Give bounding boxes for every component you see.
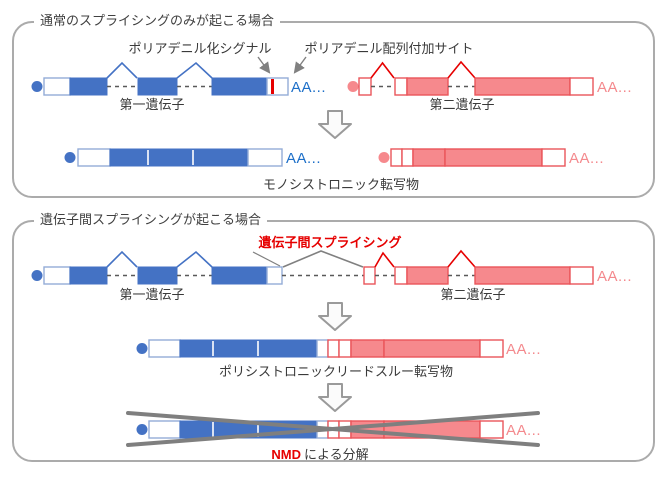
polya-tail-text: AA... <box>506 422 542 439</box>
utr-box <box>394 77 408 96</box>
exon-box <box>383 339 481 358</box>
exon-box <box>474 266 571 285</box>
pointer-arrow-icon <box>293 56 307 74</box>
cap-icon <box>136 343 148 354</box>
utr-box <box>401 148 414 167</box>
utr-box <box>390 148 403 167</box>
nmd-degradation-label: NMD による分解 <box>271 447 368 462</box>
exon-box <box>406 266 449 285</box>
exon-box <box>69 77 108 96</box>
utr-box <box>43 77 71 96</box>
gene2-top-label: 第二遺伝子 <box>429 97 495 112</box>
utr-box <box>569 266 594 285</box>
panel-normal-splicing <box>12 21 655 198</box>
degradation-cross-icon <box>126 411 540 447</box>
polya-tail-text: AA... <box>291 79 327 96</box>
monocistronic-transcript-red <box>378 148 566 167</box>
polya-tail-text: AA... <box>597 79 633 96</box>
splice-arc-icon <box>176 61 213 79</box>
intergenic-splice-arc-icon <box>282 250 364 268</box>
utr-box <box>569 77 594 96</box>
gene1-top-label: 第一遺伝子 <box>119 97 185 112</box>
exon-box <box>211 266 268 285</box>
gene1-top-premrna <box>31 56 307 96</box>
polya-signal-label: ポリアデニル化シグナル <box>128 41 272 56</box>
cap-icon <box>64 152 76 163</box>
exon-box <box>179 339 318 358</box>
utr-box <box>394 266 408 285</box>
utr-box <box>479 420 504 439</box>
splice-arc-icon <box>176 250 213 268</box>
panel2-title: 遺伝子間スプライシングが起こる場合 <box>34 212 268 228</box>
splice-arc-icon <box>374 251 395 268</box>
cap-icon <box>31 81 43 92</box>
utr-box <box>479 339 504 358</box>
utr-box <box>266 77 289 96</box>
exon-box <box>109 148 249 167</box>
exon-box <box>412 148 446 167</box>
monocistronic-label: モノシストロニック転写物 <box>262 177 420 192</box>
gene2-bottom-label: 第二遺伝子 <box>440 287 506 302</box>
pointer-arrow-icon <box>257 56 271 74</box>
down-arrow-icon <box>318 110 352 139</box>
utr-box <box>541 148 566 167</box>
exon-box <box>211 77 268 96</box>
splice-arc-icon <box>370 61 395 79</box>
down-arrow-icon <box>318 302 352 331</box>
polya-tail-text: AA... <box>286 150 322 167</box>
exon-box <box>406 77 449 96</box>
cap-icon <box>136 424 148 435</box>
splice-arc-icon <box>106 61 138 79</box>
splice-arc-icon <box>447 249 476 268</box>
gene2-bottom-premrna <box>363 249 594 285</box>
utr-box <box>148 420 181 439</box>
cap-icon <box>378 152 390 163</box>
gene1-bottom-label: 第一遺伝子 <box>119 287 185 302</box>
splice-arc-icon <box>106 250 138 268</box>
exon-box <box>350 339 385 358</box>
exon-box <box>137 266 178 285</box>
nmd-rest-text: による分解 <box>303 447 369 462</box>
utr-box <box>148 339 181 358</box>
polycistronic-transcript <box>136 339 504 358</box>
utr-box <box>266 266 283 285</box>
gene2-top-premrna <box>347 60 594 96</box>
exon-box <box>137 77 178 96</box>
utr-box <box>338 339 352 358</box>
cap-icon <box>31 270 43 281</box>
intergenic-splicing-label: 遺伝子間スプライシング <box>258 235 402 250</box>
monocistronic-transcript-blue <box>64 148 283 167</box>
polya-tail-text: AA... <box>506 341 542 358</box>
utr-box <box>316 339 329 358</box>
exon-box <box>474 77 571 96</box>
splice-arc-icon <box>447 60 476 79</box>
utr-box <box>358 77 372 96</box>
polya-tail-text: AA... <box>569 150 605 167</box>
label-pointer-line <box>252 251 281 267</box>
intergenic-splice-region <box>252 250 364 277</box>
down-arrow-icon <box>318 383 352 412</box>
utr-box <box>77 148 111 167</box>
exon-box <box>69 266 108 285</box>
cross-line <box>126 411 540 447</box>
utr-box <box>327 339 340 358</box>
exon-box <box>444 148 543 167</box>
polya-tail-text: AA... <box>597 268 633 285</box>
utr-box <box>247 148 283 167</box>
polya-site-label: ポリアデニル配列付加サイト <box>304 41 474 56</box>
readthrough-transcript-label: ポリシストロニックリードスルー転写物 <box>218 364 454 379</box>
gene1-bottom-premrna <box>31 250 283 285</box>
panel1-title: 通常のスプライシングのみが起こる場合 <box>34 13 281 29</box>
panel-intergenic-splicing <box>12 220 655 462</box>
utr-box <box>43 266 71 285</box>
utr-box <box>363 266 376 285</box>
nmd-abbrev: NMD <box>271 447 301 462</box>
cap-icon <box>347 81 359 92</box>
